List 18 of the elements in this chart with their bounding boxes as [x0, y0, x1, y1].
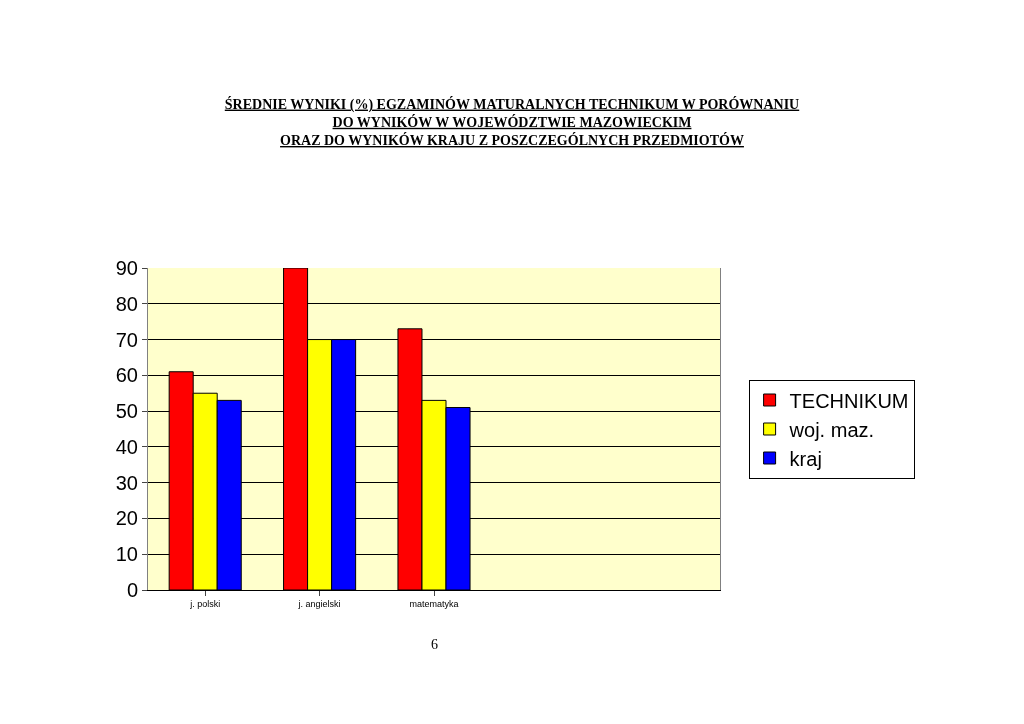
y-tick-label: 20 — [115, 507, 138, 530]
legend-label: TECHNIKUM — [789, 389, 909, 412]
chart-title: ŚREDNIE WYNIKI (%) EGZAMINÓW MATURALNYCH TECHNIKUM W PORÓWNANIU DO WYNIKÓW W WOJEWÓDZTWIE MAZOWIECKIM ORAZ DO WYNIKÓW KRAJU Z POSZCZEGÓLNYCH PRZEDMIOTÓW — [224, 95, 800, 148]
y-tick-label: 0 — [126, 579, 138, 601]
x-tick-label: j. angielski — [297, 598, 341, 609]
y-tick-label: 80 — [115, 292, 138, 315]
y-tick-label: 10 — [115, 543, 138, 566]
y-tick-label: 40 — [115, 435, 138, 458]
y-tick-label: 50 — [115, 400, 138, 423]
y-tick-label: 30 — [115, 471, 138, 494]
text: 6 — [431, 637, 438, 652]
y-tick-label: 60 — [115, 364, 138, 387]
x-tick-label: matematyka — [409, 598, 459, 609]
y-tick-label: 70 — [115, 328, 138, 351]
legend-label: woj. maz. — [788, 418, 875, 441]
y-tick-label: 90 — [115, 257, 138, 279]
legend-label: kraj — [789, 447, 822, 470]
x-tick-label: j. polski — [189, 598, 221, 609]
